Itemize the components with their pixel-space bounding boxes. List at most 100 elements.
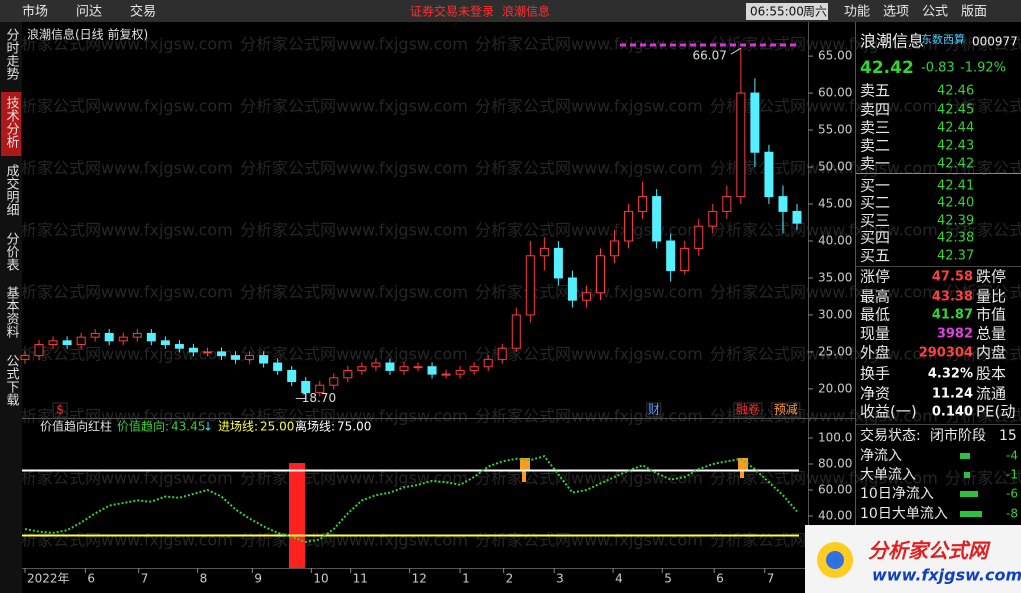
book-price: 42.45 <box>937 103 974 118</box>
x-tick-label: 3 <box>556 572 564 586</box>
stat-label: PE(动 <box>976 403 1015 421</box>
watermark: 分析家公式网www.fxjgsw.com <box>710 345 938 364</box>
side-tab[interactable]: 公式下载 <box>4 354 20 407</box>
watermark: 分析家公式网www.fxjgsw.com <box>5 469 233 488</box>
candle-body <box>539 247 549 257</box>
x-tick-label: 1 <box>462 572 470 586</box>
watermark: 分析家公式网www.fxjgsw.com <box>240 407 468 426</box>
stat-label: 市值 <box>976 306 1006 324</box>
logo-icon <box>826 551 844 569</box>
candle-body <box>722 196 732 212</box>
candle-body <box>315 384 325 394</box>
candle-body <box>652 196 662 242</box>
menu-item[interactable]: 问达 <box>76 5 102 20</box>
watermark: 分析家公式网www.fxjgsw.com <box>475 469 703 488</box>
legend-value: 25.00 <box>260 420 294 434</box>
side-tab[interactable]: 分时走势 <box>4 28 20 81</box>
y-tick-label: 35.00 <box>818 270 852 284</box>
book-label: 卖一 <box>860 155 890 173</box>
flow-status-label: 交易状态: <box>860 427 921 444</box>
x-tick-label: 10 <box>313 572 328 586</box>
candle-body <box>666 240 676 272</box>
flow-bar <box>960 511 982 517</box>
book-price: 42.40 <box>937 196 974 211</box>
candle-body <box>553 247 563 279</box>
candle-body <box>497 347 507 360</box>
book-label: 买二 <box>860 194 890 212</box>
menu-item[interactable]: 选项 <box>883 5 909 20</box>
watermark: 分析家公式网www.fxjgsw.com <box>475 345 703 364</box>
candle-body <box>48 340 58 346</box>
indicator-title: 价值趋向红柱 <box>40 419 112 434</box>
candle-body <box>104 332 114 342</box>
side-tab[interactable]: 基本资料 <box>4 286 20 338</box>
y-tick-label: 45.00 <box>818 197 852 211</box>
clock: 06:55:00 <box>750 5 804 19</box>
watermark: 分析家公式网www.fxjgsw.com <box>240 97 468 116</box>
signal-marker <box>520 458 530 470</box>
watermark: 分析家公式网www.fxjgsw.com <box>945 345 1021 364</box>
watermark: 分析家公式网www.fxjgsw.com <box>240 345 468 364</box>
book-label: 买三 <box>860 212 890 230</box>
watermark: 分析家公式网www.fxjgsw.com <box>710 469 938 488</box>
menu-item[interactable]: 功能 <box>844 5 870 20</box>
y-tick-label: 80.00 <box>818 457 852 471</box>
candle-body <box>736 92 746 198</box>
watermark: 分析家公式网www.fxjgsw.com <box>475 35 703 54</box>
annotation: 66.07 <box>692 49 726 63</box>
candle-body <box>624 210 634 242</box>
event-box <box>733 402 763 418</box>
watermark: 分析家公式网www.fxjgsw.com <box>5 345 233 364</box>
flow-status: 闭市阶段 <box>930 427 986 444</box>
candle-body <box>764 151 774 198</box>
y-tick-label: 55.00 <box>818 123 852 137</box>
y-tick-label: 20.00 <box>818 381 852 395</box>
x-tick-label: 12 <box>412 572 427 586</box>
candle-body <box>62 340 72 346</box>
candle-body <box>469 366 479 371</box>
candle-body <box>567 277 577 301</box>
login-status: 证券交易未登录 <box>410 4 494 19</box>
menu-item[interactable]: 版面 <box>961 5 987 20</box>
watermark: 分析家公式网www.fxjgsw.com <box>945 35 1021 54</box>
stat-label: 跌停 <box>976 268 1006 286</box>
watermark: 分析家公式网www.fxjgsw.com <box>945 407 1021 426</box>
candle-body <box>301 381 311 394</box>
candle-body <box>231 355 241 360</box>
watermark: 分析家公式网www.fxjgsw.com <box>945 283 1021 302</box>
candle-body <box>708 210 718 227</box>
signal-marker <box>738 458 748 470</box>
event-label: $ <box>56 403 64 417</box>
side-tab[interactable]: 技术分析 <box>4 96 20 148</box>
watermark: 分析家公式网www.fxjgsw.com <box>945 159 1021 178</box>
stat-label: 现量 <box>860 325 890 343</box>
y-tick-label: 50.00 <box>818 160 852 174</box>
candle-body <box>694 225 704 249</box>
quote-change-pct: -1.92% <box>960 61 1006 76</box>
side-tab[interactable]: 成交明细 <box>4 164 20 216</box>
stat-value: 47.58 <box>932 270 973 285</box>
stat-value: 290304 <box>919 346 973 361</box>
candle-body <box>90 332 100 338</box>
stat-label: 外盘 <box>860 344 890 362</box>
chart-title: 浪潮信息(日线 前复权) <box>27 27 148 42</box>
event-box <box>646 402 662 418</box>
stat-value: 3982 <box>937 327 973 342</box>
event-label: 预减 <box>774 403 798 417</box>
x-tick-label: 6 <box>716 572 724 586</box>
menu-item[interactable]: 公式 <box>922 5 948 20</box>
side-tab[interactable]: 分价表 <box>4 232 20 271</box>
menu-item[interactable]: 市场 <box>22 4 48 20</box>
x-tick-label: 2 <box>506 572 514 586</box>
watermark: 分析家公式网www.fxjgsw.com <box>240 221 468 240</box>
flow-bar <box>960 491 978 497</box>
stat-label: 最高 <box>860 288 890 306</box>
stat-label: 内盘 <box>976 344 1006 362</box>
menu-item[interactable]: 交易 <box>130 4 156 20</box>
watermark: 分析家公式网www.fxjgsw.com <box>945 97 1021 116</box>
candle-body <box>680 247 690 272</box>
stat-value: 43.38 <box>932 290 973 305</box>
watermark: 分析家公式网www.fxjgsw.com <box>945 221 1021 240</box>
candle-body <box>792 210 802 224</box>
